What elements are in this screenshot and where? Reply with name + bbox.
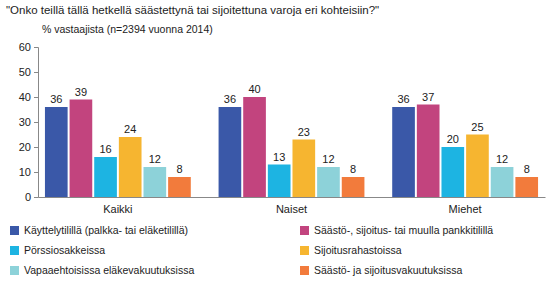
y-tick-mark xyxy=(34,122,38,123)
data-label: 23 xyxy=(298,126,310,138)
legend-label: Pörssiosakkeissa xyxy=(24,244,105,256)
y-tick: 40 xyxy=(19,91,38,103)
series xyxy=(70,97,440,197)
legend-item: Säästö-, sijoitus- tai muulla pankkitili… xyxy=(300,224,493,236)
subtitle: % vastaajista (n=2394 vuonna 2014) xyxy=(42,23,213,35)
legend-label: Käyttelytilillä (palkka- tai eläketilill… xyxy=(24,224,188,236)
data-label: 36 xyxy=(50,93,62,105)
y-tick: 50 xyxy=(19,66,38,78)
bar xyxy=(392,107,415,197)
y-tick-label: 30 xyxy=(19,116,31,128)
x-tick: Kaikki xyxy=(103,197,132,215)
bar xyxy=(515,177,538,197)
y-axis-line xyxy=(34,48,39,198)
legend-swatch xyxy=(300,226,309,235)
series xyxy=(45,107,415,197)
bar xyxy=(94,157,117,197)
bar xyxy=(168,177,191,197)
legend-swatch xyxy=(10,246,19,255)
y-tick-mark xyxy=(34,72,38,73)
title: "Onko teillä tällä hetkellä säästettynä … xyxy=(6,4,379,16)
y-tick: 0 xyxy=(25,191,38,203)
y-tick-mark xyxy=(34,197,38,198)
y-tick-label: 50 xyxy=(19,66,31,78)
bar xyxy=(243,97,266,197)
legend-item: Käyttelytilillä (palkka- tai eläketilill… xyxy=(10,224,188,236)
data-label: 13 xyxy=(273,151,285,163)
data-label: 37 xyxy=(422,91,434,103)
data-label: 39 xyxy=(75,86,87,98)
series xyxy=(143,167,513,197)
y-tick: 10 xyxy=(19,166,38,178)
bar xyxy=(491,167,514,197)
y-tick-mark xyxy=(34,147,38,148)
data-label: 8 xyxy=(176,163,182,175)
legend-item: Sijoitusrahastoissa xyxy=(300,244,402,256)
y-tick-label: 10 xyxy=(19,166,31,178)
data-label: 16 xyxy=(99,143,111,155)
data-label: 8 xyxy=(350,163,356,175)
bar xyxy=(317,167,340,197)
legend: Käyttelytilillä (palkka- tai eläketilill… xyxy=(10,224,493,276)
data-label: 12 xyxy=(149,153,161,165)
bar xyxy=(466,135,489,198)
y-tick-label: 60 xyxy=(19,41,31,53)
chart: "Onko teillä tällä hetkellä säästettynä … xyxy=(0,0,559,307)
x-tick-label: Naiset xyxy=(276,203,307,215)
y-tick-label: 0 xyxy=(25,191,31,203)
x-tick: Naiset xyxy=(276,197,307,215)
data-labels: 36 36 36 39 40 37 16 13 20 24 23 25 12 12 12 8 8 8 xyxy=(50,83,530,175)
data-label: 25 xyxy=(471,121,483,133)
y-tick-mark xyxy=(34,172,38,173)
y-tick-label: 40 xyxy=(19,91,31,103)
data-label: 20 xyxy=(447,133,459,145)
plot: 0 10 20 30 40 50 60 Kaikki Naiset Miehet 36 36 36 39 4… xyxy=(19,41,546,215)
y-tick-label: 20 xyxy=(19,141,31,153)
bar xyxy=(441,147,464,197)
bar xyxy=(45,107,68,197)
legend-swatch xyxy=(10,226,19,235)
x-axis: Kaikki Naiset Miehet xyxy=(39,197,546,215)
data-label: 36 xyxy=(224,93,236,105)
series xyxy=(94,147,464,197)
data-label: 24 xyxy=(124,123,136,135)
series xyxy=(119,135,489,198)
series xyxy=(168,177,538,197)
y-tick: 60 xyxy=(19,41,38,53)
bar xyxy=(219,107,242,197)
data-label: 8 xyxy=(524,163,530,175)
y-axis: 0 10 20 30 40 50 60 xyxy=(19,41,39,203)
x-tick: Miehet xyxy=(449,197,482,215)
x-tick-label: Kaikki xyxy=(103,203,132,215)
data-label: 12 xyxy=(496,153,508,165)
legend-swatch xyxy=(10,266,19,275)
legend-swatch xyxy=(300,266,309,275)
bar xyxy=(119,137,142,197)
bar xyxy=(143,167,166,197)
x-tick-label: Miehet xyxy=(449,203,482,215)
bars xyxy=(45,97,538,197)
bar xyxy=(417,105,440,198)
bar xyxy=(292,140,315,198)
legend-label: Vapaaehtoisissa eläkevakuutuksissa xyxy=(24,264,194,276)
y-tick: 20 xyxy=(19,141,38,153)
legend-label: Sijoitusrahastoissa xyxy=(314,244,402,256)
legend-item: Vapaaehtoisissa eläkevakuutuksissa xyxy=(10,264,194,276)
data-label: 12 xyxy=(322,153,334,165)
data-label: 36 xyxy=(397,93,409,105)
bar xyxy=(342,177,365,197)
bar xyxy=(70,100,93,198)
y-tick-mark xyxy=(34,47,38,48)
y-tick: 30 xyxy=(19,116,38,128)
legend-label: Säästö- ja sijoitusvakuutuksissa xyxy=(314,264,462,276)
legend-label: Säästö-, sijoitus- tai muulla pankkitili… xyxy=(314,224,493,236)
data-label: 40 xyxy=(248,83,260,95)
x-axis-line xyxy=(39,197,546,198)
legend-item: Pörssiosakkeissa xyxy=(10,244,105,256)
y-tick-mark xyxy=(34,97,38,98)
legend-swatch xyxy=(300,246,309,255)
bar xyxy=(268,165,291,198)
legend-item: Säästö- ja sijoitusvakuutuksissa xyxy=(300,264,462,276)
